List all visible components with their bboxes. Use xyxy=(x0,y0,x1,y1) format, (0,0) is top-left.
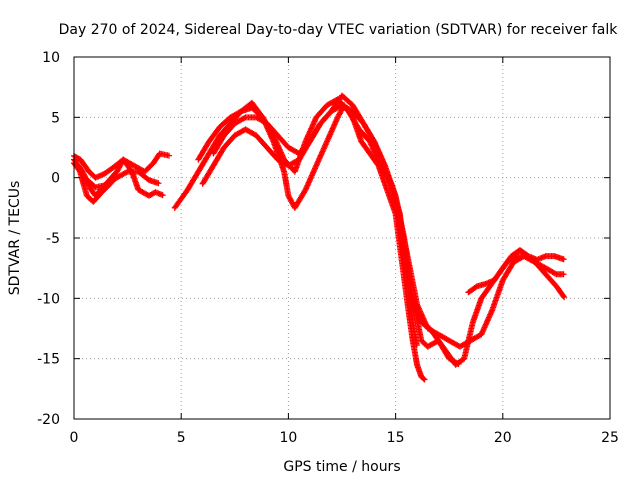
chart-title: Day 270 of 2024, Sidereal Day-to-day VTE… xyxy=(59,22,619,38)
data-point xyxy=(413,342,420,349)
x-tick-label: 20 xyxy=(494,430,512,446)
data-point xyxy=(552,270,559,277)
x-tick-label: 10 xyxy=(279,430,297,446)
series-track-9 xyxy=(409,253,568,368)
data-point xyxy=(159,192,166,199)
data-point xyxy=(560,271,567,278)
series-track-6 xyxy=(195,96,420,349)
y-axis-label: SDTVAR / TECUs xyxy=(7,181,23,296)
data-points xyxy=(71,92,568,383)
data-point xyxy=(561,294,568,301)
data-point xyxy=(421,376,428,383)
data-point xyxy=(420,375,427,382)
y-tick-label: -10 xyxy=(37,291,60,307)
data-point xyxy=(241,115,248,122)
data-point xyxy=(123,169,130,176)
x-axis-label: GPS time / hours xyxy=(283,459,400,475)
data-point xyxy=(165,152,172,159)
gridlines xyxy=(74,57,610,419)
data-point xyxy=(155,180,162,187)
series-track-10 xyxy=(465,247,567,296)
data-point xyxy=(560,256,567,263)
series-track-2 xyxy=(71,150,172,181)
data-point xyxy=(560,292,567,299)
y-tick-label: -20 xyxy=(37,412,60,428)
axis-ticks: 0 5 10 15 20 25 10 5 0 -5 -10 -15 -20 xyxy=(37,50,619,446)
y-tick-label: 5 xyxy=(51,110,60,126)
data-point xyxy=(112,174,119,181)
data-point xyxy=(472,284,479,291)
y-tick-label: -5 xyxy=(46,231,60,247)
x-tick-label: 5 xyxy=(177,430,186,446)
x-tick-label: 25 xyxy=(601,430,619,446)
x-tick-label: 0 xyxy=(70,430,79,446)
series-track-4 xyxy=(75,162,119,205)
series-track-8 xyxy=(210,102,567,350)
y-tick-label: -15 xyxy=(37,352,60,368)
x-tick-label: 15 xyxy=(387,430,405,446)
data-point xyxy=(112,173,119,180)
y-tick-label: 0 xyxy=(51,171,60,187)
y-tick-label: 10 xyxy=(42,50,60,66)
